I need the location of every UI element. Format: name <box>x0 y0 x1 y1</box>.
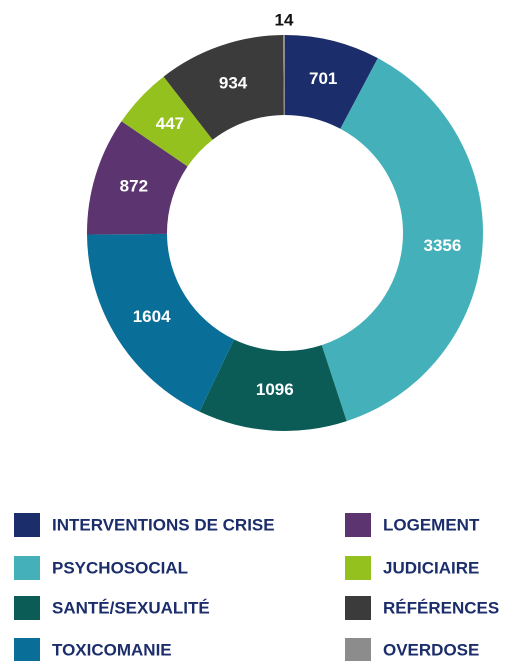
slice-label: 1096 <box>256 380 294 399</box>
legend-swatch <box>14 638 40 662</box>
legend-label: RÉFÉRENCES <box>383 598 499 617</box>
legend-swatch <box>14 556 40 580</box>
slice-label: 3356 <box>424 236 462 255</box>
legend-label: TOXICOMANIE <box>52 640 172 659</box>
slice-label: 1604 <box>133 307 171 326</box>
slice-label: 701 <box>309 69 337 88</box>
legend-label: OVERDOSE <box>383 640 479 659</box>
legend-swatch <box>345 596 371 620</box>
legend-swatch <box>345 556 371 580</box>
slice-label: 934 <box>219 73 248 92</box>
donut-slice <box>285 35 378 129</box>
legend-swatch <box>14 513 40 537</box>
donut-slice <box>121 76 213 167</box>
donut-slice <box>87 233 235 412</box>
donut-slice <box>321 58 484 422</box>
legend-label: SANTÉ/SEXUALITÉ <box>52 598 210 617</box>
legend-swatch <box>14 596 40 620</box>
donut-slice <box>163 35 284 140</box>
slice-label: 14 <box>275 10 294 29</box>
legend-label: INTERVENTIONS DE CRISE <box>52 515 275 534</box>
legend-label: LOGEMENT <box>383 515 480 534</box>
donut-slice <box>199 339 347 431</box>
legend-swatch <box>345 513 371 537</box>
legend-label: PSYCHOSOCIAL <box>52 558 188 577</box>
slice-label: 872 <box>120 176 148 195</box>
donut-slice <box>283 35 285 116</box>
legend-label: JUDICIAIRE <box>383 558 479 577</box>
legend-swatch <box>345 638 371 662</box>
slice-label: 447 <box>156 114 184 133</box>
donut-slice <box>86 121 188 235</box>
